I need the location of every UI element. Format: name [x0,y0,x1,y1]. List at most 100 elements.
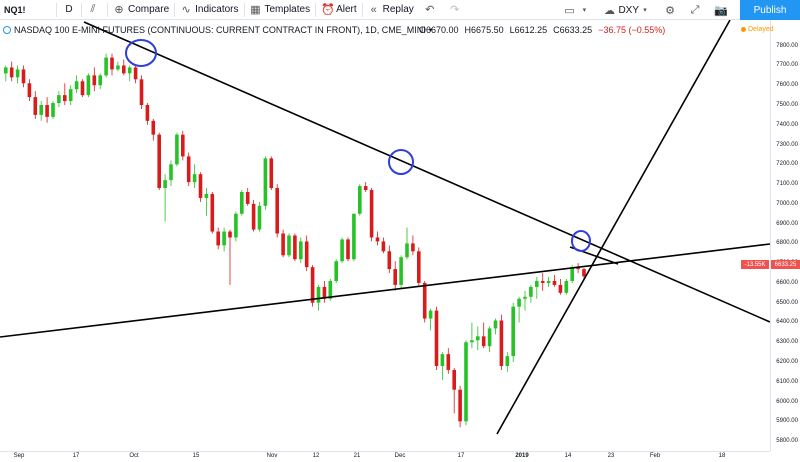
candle-up [57,95,61,104]
candle-up [240,192,244,214]
ohlc-readout: O6670.00 H6675.50 L6612.25 C6633.25 −36.… [419,23,671,37]
candle-down [245,192,250,204]
highlight-circle [571,230,591,252]
time-tick-label: 2019 [515,453,529,459]
candle-down [458,389,462,422]
candle-down [540,280,545,283]
candle-down [133,67,138,80]
trend-line [83,21,770,323]
candle-down [151,120,156,135]
trend-line [0,243,770,338]
candle-up [257,205,262,230]
price-tick-label: 6000.00 [776,398,798,405]
alarm-clock-icon: ⏰ [321,4,335,16]
ohlc-low: L6612.25 [509,25,548,35]
candle-up [175,134,179,165]
price-tick-label: 6900.00 [776,220,798,227]
candle-down [157,134,161,189]
publish-button[interactable]: Publish [740,0,800,20]
chevron-down-icon: ▾ [643,7,647,14]
candles-icon: ⫽ [90,3,96,15]
price-tick-label: 6400.00 [776,319,798,326]
highlight-circle [388,149,414,175]
price-tick-label: 7400.00 [776,121,798,128]
price-tick-label: 5800.00 [776,438,798,445]
candle-down [387,251,392,270]
price-axis[interactable]: 5800.00 5900.00 6000.00 6100.00 6200.00 6300.… [770,20,800,451]
candle-down [275,188,279,234]
candle-down [369,190,374,238]
candle-down [216,231,220,246]
candle-up [116,65,120,70]
price-tick-label: 6100.00 [776,378,798,385]
candle-down [552,280,557,285]
price-tick-label: 6300.00 [776,339,798,346]
templates-label: Templates [264,4,311,15]
candle-up [546,280,551,283]
plus-circle-icon: ⊕ [114,4,124,16]
candle-down [228,231,232,238]
price-tick-label: 6500.00 [776,299,798,306]
fullscreen-icon: ⤢ [690,3,700,16]
alert-button[interactable]: ⏰ Alert [316,0,362,20]
undo-button[interactable]: ↶ [419,0,444,20]
snapshot-button[interactable]: 📷 [709,0,734,20]
candle-up [163,180,167,189]
indicators-button[interactable]: ∿ Indicators [175,0,243,20]
candle-up [86,75,91,96]
candlestick-chart[interactable] [0,20,770,451]
candle-up [440,354,445,366]
candle-up [564,280,569,293]
time-tick-label: 14 [564,453,572,459]
candle-down [304,241,309,268]
candle-down [122,65,126,74]
price-tick-label: 7800.00 [776,42,798,49]
time-tick-label: Feb [649,453,661,459]
price-tick-label: 7500.00 [776,102,798,108]
candle-down [558,284,563,293]
compare-symbol-button[interactable]: ☁ DXY ▾ [598,0,659,20]
candle-down [181,134,185,157]
bar-style-button[interactable]: ⫽ [82,0,107,20]
chevron-down-icon: ▾ [582,7,587,14]
delayed-label: Delayed [748,26,774,33]
chevron-down-icon[interactable]: ▾ [428,27,433,34]
candle-up [535,280,539,287]
top-toolbar: NQ1! D ⫽ ⊕ Compare ∿ Indicators ▦ Templa… [0,0,800,20]
layout-button[interactable]: ▭ ▾ [558,0,598,20]
ohlc-open: O6670.00 [419,25,459,35]
interval-button[interactable]: D [65,4,73,15]
compare-button[interactable]: ⊕ Compare [108,0,174,20]
candle-down [452,369,456,390]
candle-up [51,103,55,117]
candle-up [4,67,8,74]
fullscreen-button[interactable]: ⤢ [684,0,709,20]
candle-down [393,269,397,285]
redo-button[interactable]: ↷ [444,0,469,20]
candle-up [476,336,480,341]
templates-button[interactable]: ▦ Templates [245,0,316,20]
candle-down [481,336,486,347]
last-price-tag: 6633.25 [771,260,800,269]
chart-pane[interactable] [0,20,770,451]
candle-down [310,267,315,303]
candle-up [334,261,338,281]
settings-button[interactable]: ⚙ [659,0,684,20]
candle-up [340,239,344,262]
replay-label: Replay [382,4,414,15]
replay-button[interactable]: « Replay [363,0,419,20]
candle-up [169,164,173,181]
camera-icon: 📷 [714,4,728,17]
candle-down [139,79,144,106]
candle-up [358,186,362,214]
price-tick-label: 6200.00 [776,359,798,366]
candle-down [322,286,327,299]
candle-up [487,328,492,347]
series-visibility-icon[interactable] [3,26,11,34]
candle-up [505,356,510,366]
symbol-search-input[interactable]: NQ1! [4,4,26,15]
candle-up [464,342,468,422]
candle-up [405,243,409,258]
time-axis[interactable]: Sep 17 Oct 15 Nov 12 21 Dec 17 2019 14 23 Feb 18 [0,451,770,462]
candle-up [98,75,102,86]
